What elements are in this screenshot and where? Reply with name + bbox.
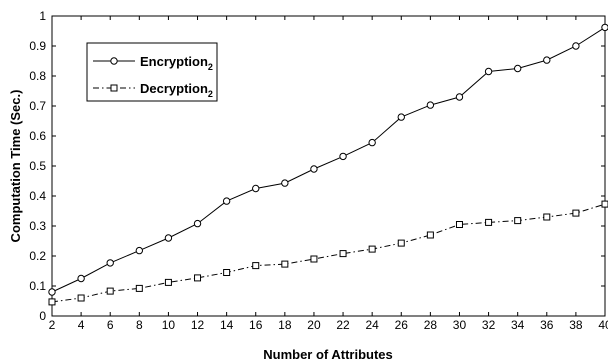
- data-point-decryption: [543, 213, 551, 221]
- data-point-decryption: [339, 250, 347, 258]
- data-point-encryption: [601, 23, 608, 32]
- data-point-decryption: [368, 245, 376, 253]
- x-tick-label: 28: [424, 318, 438, 332]
- y-tick-label: 0.6: [29, 129, 46, 143]
- x-tick-label: 34: [511, 318, 525, 332]
- x-tick-label: 2: [49, 318, 56, 332]
- data-point-decryption: [397, 239, 405, 247]
- y-tick-label: 0.5: [29, 159, 46, 173]
- data-point-encryption: [426, 101, 435, 109]
- x-tick-label: 6: [107, 318, 114, 332]
- data-point-encryption: [368, 138, 376, 147]
- x-tick-label: 4: [78, 318, 85, 332]
- y-tick-label: 0.1: [29, 279, 46, 293]
- data-point-decryption: [310, 255, 318, 263]
- data-point-encryption: [513, 64, 522, 73]
- x-tick-label: 20: [307, 318, 321, 332]
- y-tick-label: 0.4: [29, 189, 46, 203]
- data-point-encryption: [484, 67, 493, 76]
- legend-sub-decryption: 2: [208, 89, 213, 99]
- data-point-decryption: [426, 231, 434, 239]
- axis-ticks: 24681012141618202224262830323436384000.1…: [29, 9, 608, 332]
- y-tick-label: 1: [39, 9, 46, 23]
- data-point-decryption: [572, 209, 580, 217]
- x-tick-label: 38: [569, 318, 583, 332]
- series-decryption: [48, 200, 608, 306]
- data-point-decryption: [77, 294, 85, 302]
- data-point-encryption: [339, 152, 347, 161]
- data-point-decryption: [135, 284, 143, 292]
- x-tick-label: 10: [162, 318, 176, 332]
- series-line-decryption: [51, 203, 606, 303]
- data-point-decryption: [281, 260, 289, 268]
- data-point-encryption: [77, 274, 85, 283]
- data-point-encryption: [281, 179, 289, 187]
- data-point-encryption: [455, 93, 464, 101]
- data-point-decryption: [514, 217, 522, 225]
- data-point-decryption: [252, 262, 260, 270]
- legend-marker-decryption: [110, 84, 118, 92]
- legend-marker-encryption: [110, 57, 118, 65]
- x-tick-label: 18: [278, 318, 292, 332]
- data-point-decryption: [48, 298, 56, 306]
- y-tick-label: 0.8: [29, 69, 46, 83]
- data-point-encryption: [572, 42, 580, 50]
- y-tick-label: 0.3: [29, 219, 46, 233]
- data-point-encryption: [310, 165, 318, 173]
- data-point-encryption: [48, 288, 56, 296]
- x-axis-label: Number of Attributes: [263, 347, 393, 362]
- y-axis-label: Computation Time (Sec.): [8, 90, 23, 243]
- data-point-decryption: [194, 274, 202, 282]
- legend-sub-encryption: 2: [208, 62, 213, 72]
- legend-name-decryption: Decryption: [140, 81, 208, 96]
- data-point-encryption: [193, 219, 202, 228]
- x-tick-label: 26: [395, 318, 409, 332]
- data-point-encryption: [106, 259, 114, 267]
- x-tick-label: 22: [336, 318, 350, 332]
- y-tick-label: 0: [39, 309, 46, 323]
- legend-label-encryption: Encryption2: [140, 54, 213, 72]
- data-point-encryption: [222, 197, 231, 205]
- data-point-encryption: [135, 246, 144, 255]
- x-tick-label: 32: [482, 318, 496, 332]
- legend-name-encryption: Encryption: [140, 54, 208, 69]
- x-tick-label: 16: [249, 318, 263, 332]
- data-point-encryption: [397, 113, 405, 121]
- data-point-encryption: [252, 184, 260, 193]
- data-point-decryption: [223, 269, 231, 276]
- legend: Encryption2 Decryption2: [86, 42, 218, 102]
- x-tick-label: 40: [598, 318, 608, 332]
- series-encryption: [48, 23, 608, 296]
- y-tick-label: 0.7: [29, 99, 46, 113]
- x-tick-label: 24: [365, 318, 379, 332]
- data-point-decryption: [455, 221, 463, 228]
- series-layer: [48, 23, 608, 306]
- x-tick-label: 12: [191, 318, 205, 332]
- data-point-encryption: [164, 234, 173, 242]
- x-tick-label: 8: [136, 318, 143, 332]
- series-line-encryption: [51, 26, 606, 293]
- y-tick-label: 0.9: [29, 39, 46, 53]
- data-point-decryption: [106, 287, 114, 295]
- x-tick-label: 30: [453, 318, 467, 332]
- x-tick-label: 36: [540, 318, 554, 332]
- data-point-decryption: [601, 200, 608, 208]
- data-point-decryption: [485, 218, 493, 226]
- data-point-encryption: [543, 56, 551, 64]
- x-tick-label: 14: [220, 318, 234, 332]
- y-tick-label: 0.2: [29, 249, 46, 263]
- legend-box: [86, 42, 218, 102]
- data-point-decryption: [164, 278, 172, 286]
- legend-label-decryption: Decryption2: [140, 81, 213, 99]
